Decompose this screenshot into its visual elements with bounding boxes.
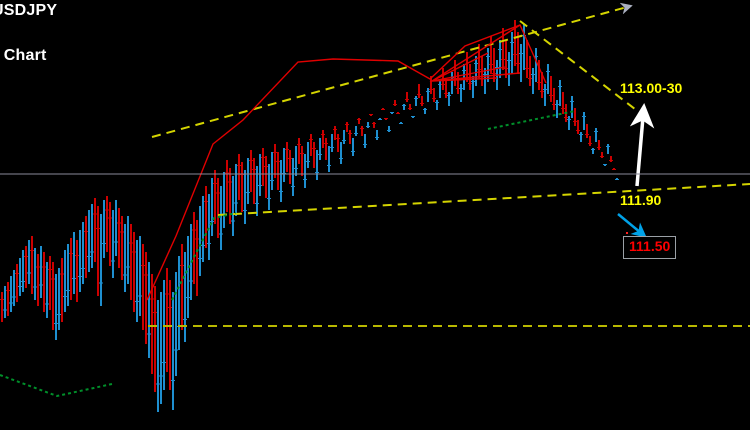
zigzag-impulse[interactable] — [146, 24, 547, 301]
green-support-lower-left[interactable] — [0, 374, 113, 398]
stop-loss-label: 111.50 — [629, 238, 671, 254]
bearish-stop-arrow[interactable] — [617, 213, 647, 238]
stop-marker-dot — [626, 232, 628, 234]
upper-ascending-trendline[interactable] — [151, 2, 633, 138]
page-title: USDJPY — [0, 2, 58, 19]
stop-loss-badge: 111.50 — [623, 236, 677, 259]
green-support-rise[interactable] — [171, 212, 237, 301]
timeframe-label: 4 Chart — [0, 47, 47, 64]
green-support-right[interactable] — [487, 110, 576, 130]
drawing-overlays — [0, 2, 750, 398]
descending-trendline[interactable] — [519, 20, 649, 120]
price-bar-series — [0, 20, 619, 412]
target-price-label: 113.00-30 — [620, 80, 683, 96]
entry-price-label: 111.90 — [620, 192, 662, 208]
zigzag-fan[interactable] — [429, 24, 521, 82]
